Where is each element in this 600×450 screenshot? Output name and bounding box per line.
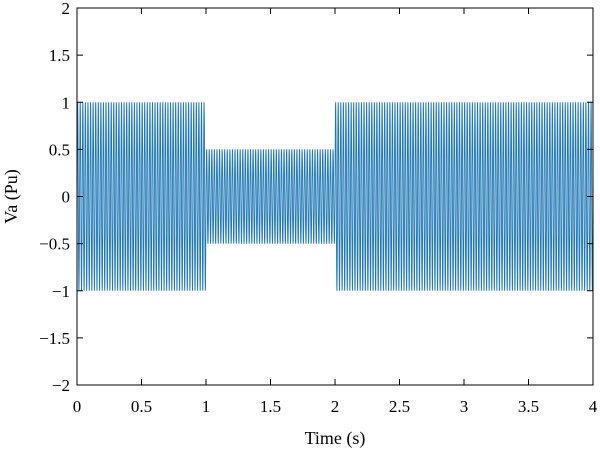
x-tick-label: 1 [202,397,211,416]
y-tick-label: −1.5 [39,329,70,348]
x-tick-label: 0.5 [131,397,152,416]
y-axis-label: Va (Pu) [1,169,22,224]
y-tick-label: −1 [52,282,70,301]
series-line-0 [76,102,594,291]
axis-ticks: 0 0.5 1 1.5 2 2.5 3 3.5 4 2 1.5 1 0.5 0 −0.5 −1 −1.5 −2 [39,0,598,416]
x-tick-label: 4 [589,397,598,416]
x-tick-label: 3 [460,397,469,416]
y-tick-label: 0 [62,188,71,207]
plot-area [76,102,594,291]
y-tick-label: −0.5 [39,235,70,254]
y-tick-label: 2 [62,0,71,18]
y-tick-label: −2 [52,376,70,395]
y-tick-label: 1 [62,93,71,112]
x-tick-label: 2 [331,397,340,416]
x-tick-label: 2.5 [389,397,410,416]
y-tick-label: 1.5 [49,46,70,65]
x-axis-label: Time (s) [305,428,366,449]
x-tick-label: 0 [73,397,82,416]
y-tick-label: 0.5 [49,140,70,159]
plot-frame [76,7,594,386]
x-tick-label: 1.5 [260,397,281,416]
x-tick-label: 3.5 [518,397,539,416]
